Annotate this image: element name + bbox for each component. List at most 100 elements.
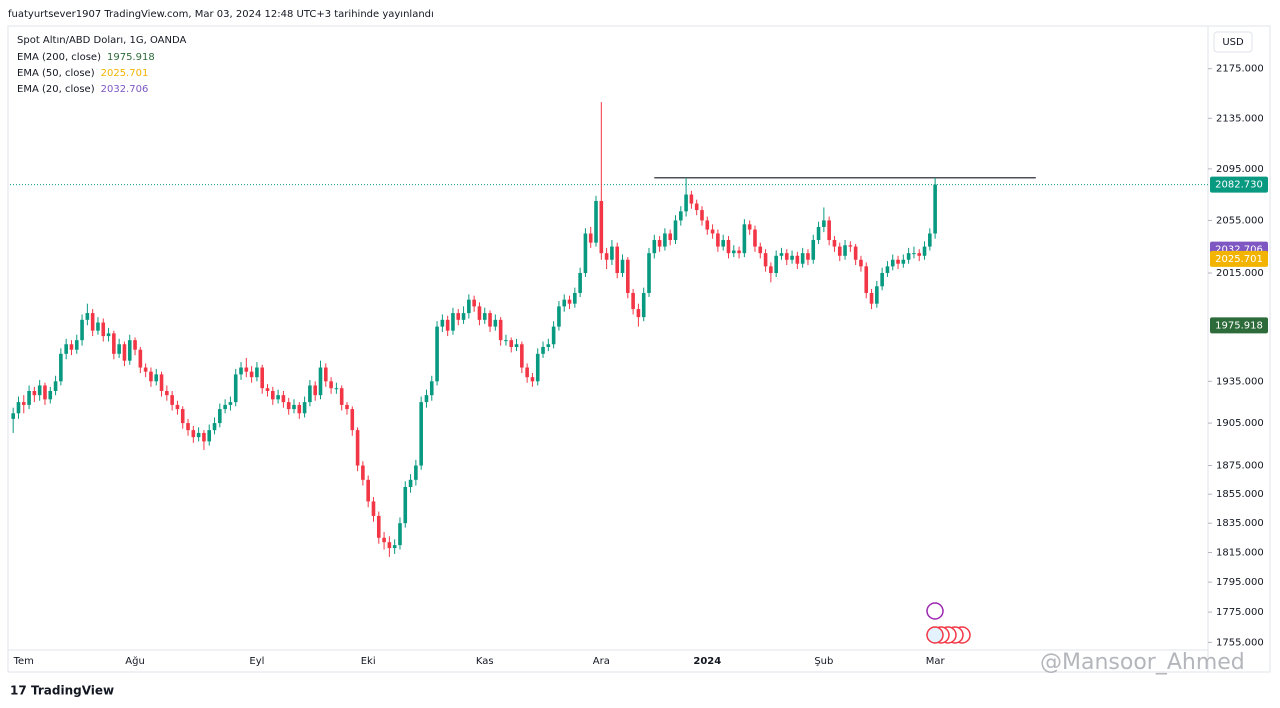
- symbol-title: Spot Altın/ABD Doları, 1G, OANDA: [17, 35, 187, 46]
- y-tick-label: 2135.000: [1216, 113, 1264, 124]
- candle-body: [583, 233, 588, 273]
- candle-body: [557, 306, 561, 327]
- candle-body: [451, 313, 455, 331]
- currency[interactable]: USD: [1222, 37, 1244, 48]
- y-tick-label: 1905.000: [1216, 418, 1264, 429]
- candle-body: [864, 266, 869, 293]
- candle-body: [663, 233, 667, 247]
- y-tick-label: 2095.000: [1216, 164, 1264, 175]
- candle-body: [832, 240, 837, 247]
- price-label-bg: [1210, 250, 1268, 267]
- candle-body: [535, 353, 540, 382]
- candle-body: [233, 374, 238, 403]
- candle-body: [424, 395, 429, 403]
- candle-body: [64, 344, 68, 354]
- candle-body: [514, 344, 519, 347]
- candle-body: [350, 409, 355, 431]
- logo: 17: [10, 684, 27, 698]
- candle-body: [122, 344, 127, 361]
- candle-body: [329, 381, 333, 389]
- candle-body: [32, 390, 37, 396]
- candle-body: [106, 333, 111, 337]
- candle-body: [530, 377, 535, 382]
- candle-body: [101, 322, 106, 337]
- candle-body: [186, 423, 190, 431]
- candle-body: [127, 340, 132, 361]
- event-icon[interactable]: [926, 602, 944, 620]
- candle-body: [414, 465, 418, 480]
- candle-body: [742, 224, 747, 254]
- y-tick-label: 1815.000: [1216, 547, 1264, 558]
- candle-body: [779, 253, 784, 256]
- candle-body: [323, 367, 328, 382]
- y-tick-label: 1855.000: [1216, 489, 1264, 500]
- legend-value: 1975.918: [107, 52, 155, 63]
- candle-body: [604, 253, 609, 260]
- candle-body: [827, 220, 831, 241]
- candle-body: [678, 211, 683, 221]
- candle-body: [408, 479, 413, 488]
- candle-body: [223, 404, 227, 410]
- candle-body: [901, 259, 906, 264]
- price-label: 2032.706: [1215, 245, 1263, 256]
- candle-body: [520, 344, 524, 368]
- branding: TradingView: [31, 684, 114, 698]
- candle-body: [896, 259, 900, 264]
- candle-body: [387, 542, 392, 549]
- candle-body: [848, 245, 853, 247]
- candle-body: [811, 240, 816, 260]
- candle-body: [721, 240, 725, 247]
- candle-body: [69, 344, 74, 350]
- y-tick-label: 2055.000: [1216, 215, 1264, 226]
- candle-body: [599, 200, 604, 254]
- publisher: fuatyurtsever1907 TradingView.com, Mar 0…: [8, 9, 434, 20]
- candle-body: [822, 220, 826, 227]
- candle-body: [716, 233, 720, 247]
- candle-body: [747, 224, 752, 230]
- legend-value: 2032.706: [101, 84, 149, 95]
- candle-body: [890, 259, 895, 267]
- candle-body: [376, 515, 381, 538]
- price-label-bg: [1210, 176, 1268, 193]
- candle-body: [795, 255, 800, 264]
- event-icon[interactable]: [926, 626, 944, 644]
- candle-body: [917, 253, 922, 256]
- price-label-bg: [1210, 317, 1268, 334]
- candle-body: [228, 402, 233, 405]
- candle-body: [16, 402, 21, 414]
- currency-button[interactable]: [1213, 31, 1253, 53]
- candle-body: [202, 432, 206, 442]
- candle-body: [218, 409, 222, 424]
- candle-body: [912, 253, 916, 255]
- legend-name: EMA (50, close): [17, 68, 95, 79]
- candle-body: [302, 402, 307, 414]
- candle-body: [244, 367, 249, 372]
- candle-body: [249, 371, 254, 378]
- candle-body: [138, 349, 143, 368]
- candle-body: [239, 367, 243, 375]
- candle-body: [784, 253, 789, 260]
- y-tick-label: 2015.000: [1216, 268, 1264, 279]
- candle-body: [292, 404, 296, 410]
- x-tick-label: Eki: [361, 656, 376, 667]
- x-tick-label: Tem: [13, 656, 34, 667]
- candle-body: [737, 250, 741, 254]
- candle-body: [339, 388, 344, 405]
- y-tick-label: 1755.000: [1216, 637, 1264, 648]
- candle-body: [875, 286, 879, 304]
- candle-body: [562, 299, 567, 307]
- candle-body: [461, 313, 466, 320]
- candle-body: [631, 292, 635, 310]
- candle-body: [37, 385, 42, 396]
- candle-body: [21, 402, 26, 405]
- candle-body: [615, 246, 620, 273]
- candle-body: [816, 226, 821, 241]
- candle-body: [610, 246, 614, 260]
- candle-body: [281, 395, 286, 403]
- x-tick-label: Eyl: [249, 656, 264, 667]
- candle-body: [482, 313, 487, 320]
- candle-body: [726, 240, 731, 254]
- candle-body: [684, 194, 688, 212]
